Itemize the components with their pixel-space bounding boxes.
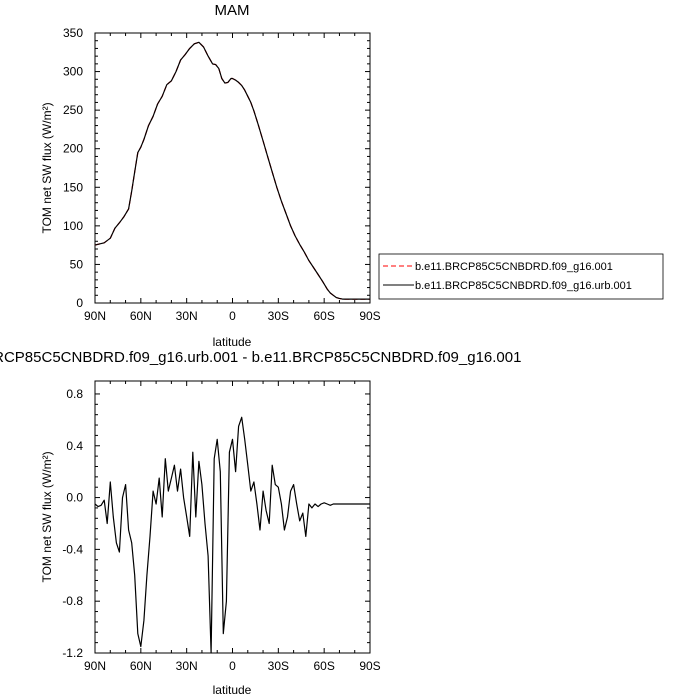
- y-tick-label: 300: [63, 65, 83, 79]
- top-axis-ticks: 90N 60N 30N 0 30S 60S 90S 0 50 100 150 200 250 300 350: [63, 26, 381, 323]
- y-tick-label: 50: [70, 257, 84, 271]
- y-tick-label: 200: [63, 142, 83, 156]
- top-chart-title: MAM: [215, 2, 250, 19]
- y-tick-label: 0: [76, 296, 83, 310]
- bottom-series-group: [94, 416, 370, 654]
- y-tick-label: 0.4: [66, 439, 83, 453]
- y-tick-label: -0.4: [62, 542, 83, 556]
- x-tick-label: 0: [229, 659, 236, 673]
- x-tick-label: 90N: [84, 309, 106, 323]
- y-tick-label: 0.8: [66, 387, 83, 401]
- bottom-panel: b.e11.BRCP85C5CNBDRD.f09_g16.urb.001 - b…: [0, 349, 521, 697]
- x-tick-label: 90S: [359, 659, 380, 673]
- y-tick-label: 0.0: [66, 491, 83, 505]
- y-tick-label: 150: [63, 180, 83, 194]
- y-tick-label: -1.2: [62, 646, 83, 660]
- y-tick-label: 100: [63, 219, 83, 233]
- bottom-axis-ticks: 90N 60N 30N 0 30S 60S 90S -1.2 -0.8 -0.4 0.0 0.4 0.8: [62, 381, 381, 673]
- legend: b.e11.BRCP85C5CNBDRD.f09_g16.001 b.e11.B…: [378, 253, 664, 300]
- x-tick-label: 60S: [313, 659, 334, 673]
- top-plot-frame: [94, 32, 371, 304]
- top-y-axis-label: TOM net SW flux (W/m²): [40, 102, 54, 233]
- x-tick-label: 90S: [359, 309, 380, 323]
- legend-box: [378, 253, 664, 300]
- y-tick-label: 250: [63, 103, 83, 117]
- legend-label-series-2: b.e11.BRCP85C5CNBDRD.f09_g16.urb.001: [415, 280, 632, 292]
- x-tick-label: 30N: [176, 659, 198, 673]
- legend-label-series-1: b.e11.BRCP85C5CNBDRD.f09_g16.001: [415, 261, 613, 273]
- bottom-y-axis-label: TOM net SW flux (W/m²): [40, 451, 54, 582]
- x-tick-label: 30S: [268, 309, 289, 323]
- top-panel: MAM 90N 60N 30N 0 30S 60S 90S 0 50 100 150 200 250 30…: [40, 2, 381, 349]
- x-tick-label: 30N: [176, 309, 198, 323]
- x-tick-label: 90N: [84, 659, 106, 673]
- top-series-line-1: [94, 41, 370, 300]
- x-tick-label: 60S: [313, 309, 334, 323]
- bottom-chart-title: b.e11.BRCP85C5CNBDRD.f09_g16.urb.001 - b…: [0, 349, 521, 366]
- top-series-line-2: [94, 41, 370, 300]
- bottom-x-axis-label: latitude: [213, 683, 252, 697]
- x-tick-label: 60N: [130, 659, 152, 673]
- x-tick-label: 0: [229, 309, 236, 323]
- y-tick-label: -0.8: [62, 594, 83, 608]
- x-tick-label: 30S: [268, 659, 289, 673]
- y-tick-label: 350: [63, 26, 83, 40]
- top-x-axis-label: latitude: [213, 335, 252, 349]
- top-series-group: [94, 41, 370, 300]
- bottom-series-line-1: [94, 416, 370, 654]
- x-tick-label: 60N: [130, 309, 152, 323]
